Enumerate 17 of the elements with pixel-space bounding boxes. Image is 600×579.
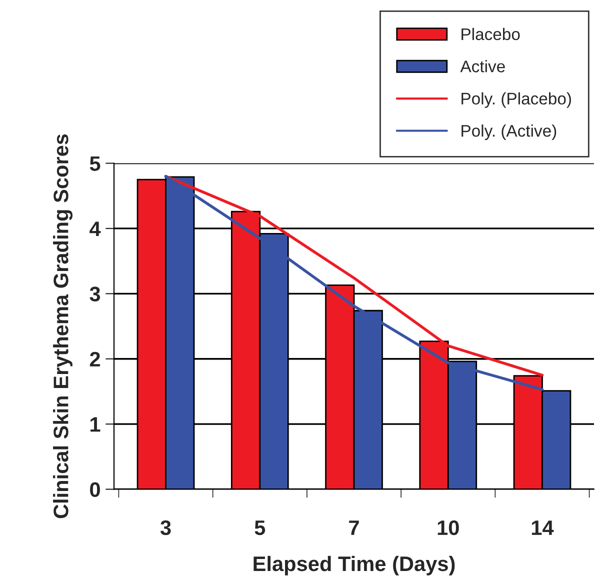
x-tick-label: 7: [349, 520, 359, 535]
legend-label: Active: [460, 60, 505, 72]
x-tick-label: 5: [254, 520, 266, 536]
legend-label: Poly. (Active): [462, 124, 556, 140]
y-tick-label: 1: [90, 417, 100, 432]
x-tick-label: 14: [532, 520, 554, 535]
y-tick-label: 4: [90, 222, 101, 236]
legend-label: Placebo: [462, 28, 520, 40]
y-axis-title: Clinical Skin Erythema Grading Scores: [53, 134, 73, 518]
x-tick-label: 3: [160, 520, 171, 536]
x-tick-label: 10: [438, 520, 459, 536]
y-tick-label: 3: [90, 286, 100, 302]
x-axis-title: Elapsed Time (Days): [254, 556, 455, 576]
y-tick-label: 2: [90, 352, 100, 366]
y-tick-label: 0: [90, 482, 100, 498]
y-tick-label: 5: [90, 156, 100, 172]
legend-label: Poly. (Placebo): [462, 92, 571, 108]
